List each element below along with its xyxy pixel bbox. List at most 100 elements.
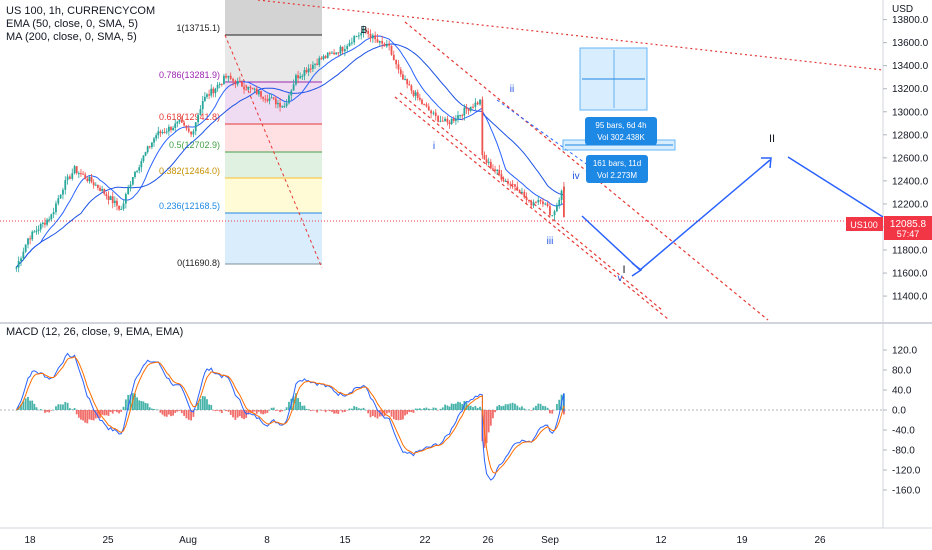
candle-body bbox=[390, 45, 393, 55]
fib-trend-line bbox=[224, 34, 323, 269]
macd-histogram-bar bbox=[220, 410, 223, 414]
macd-histogram-bar bbox=[146, 403, 149, 410]
candle-body bbox=[487, 161, 490, 163]
macd-histogram-bar bbox=[509, 403, 512, 410]
macd-legend[interactable]: MACD (12, 26, close, 9, EMA, EMA) bbox=[6, 326, 184, 338]
macd-histogram-bar bbox=[75, 410, 78, 415]
macd-histogram-bar bbox=[109, 410, 112, 412]
fib-retracement[interactable]: 1(13715.1) 0.786(13281.9) 0.618(12941.8)… bbox=[159, 0, 323, 269]
macd-histogram-bar bbox=[86, 410, 89, 424]
candle-body bbox=[337, 52, 340, 54]
macd-histogram-bar bbox=[546, 407, 549, 410]
candle-body bbox=[290, 90, 293, 96]
macd-histogram-bar bbox=[558, 399, 561, 410]
candle-body bbox=[414, 92, 417, 96]
candle-body bbox=[163, 132, 166, 134]
macd-histogram-bar bbox=[514, 403, 516, 410]
candle-body bbox=[94, 184, 97, 186]
macd-histogram-bar bbox=[142, 401, 145, 410]
candle-body bbox=[518, 189, 521, 194]
macd-histogram-bar bbox=[518, 407, 521, 410]
candle-body bbox=[437, 115, 439, 122]
macd-indicator[interactable] bbox=[0, 352, 883, 481]
candle-body bbox=[214, 88, 217, 94]
macd-histogram-bar bbox=[492, 410, 494, 419]
macd-axis[interactable]: 120.0 80.0 40.0 0.0 -40.0 -80.0 -120.0 -160.0 bbox=[883, 346, 921, 497]
measure-tools[interactable]: 95 bars, 6d 4h Vol 302.438K 161 bars, 11… bbox=[562, 47, 676, 183]
macd-histogram-bar bbox=[425, 407, 428, 410]
ma-legend[interactable]: MA (200, close, 0, SMA, 5) bbox=[6, 31, 137, 43]
candle-body bbox=[270, 97, 273, 99]
macd-histogram-bar bbox=[247, 410, 250, 415]
macd-histogram-bar bbox=[165, 410, 168, 417]
macd-histogram-bar bbox=[127, 394, 130, 410]
macd-histogram-bar bbox=[180, 410, 183, 414]
candle-body bbox=[496, 169, 499, 171]
macd-histogram-bar bbox=[360, 408, 363, 410]
macd-histogram-bar bbox=[39, 409, 42, 410]
macd-histogram-bar bbox=[542, 405, 544, 410]
candle-body bbox=[441, 120, 444, 122]
macd-pane[interactable] bbox=[0, 324, 883, 528]
symbol-legend[interactable]: US 100, 1h, CURRENCYCOM bbox=[6, 5, 156, 17]
price-pane[interactable] bbox=[0, 0, 883, 322]
macd-histogram-bar bbox=[314, 410, 316, 411]
macd-histogram-bar bbox=[444, 404, 446, 410]
candle-body bbox=[395, 59, 398, 65]
macd-histogram-bar bbox=[124, 399, 127, 410]
fib-label-1: 1(13715.1) bbox=[176, 23, 220, 33]
candle-body bbox=[103, 188, 106, 194]
candles[interactable] bbox=[15, 25, 565, 273]
ema-legend[interactable]: EMA (50, close, 0, SMA, 5) bbox=[6, 18, 139, 30]
candle-body bbox=[343, 49, 346, 52]
macd-histogram-bar bbox=[77, 410, 80, 418]
macd-histogram-bar bbox=[118, 410, 120, 414]
macd-histogram-bar bbox=[331, 410, 333, 412]
candle-body bbox=[236, 80, 239, 85]
macd-histogram-bar bbox=[59, 404, 62, 410]
projection-arrow-head-1 bbox=[761, 157, 772, 169]
candle-body bbox=[474, 102, 477, 108]
candle-body bbox=[549, 206, 551, 216]
macd-histogram-bar bbox=[469, 405, 472, 410]
candle-body bbox=[245, 89, 248, 91]
macd-histogram-bar bbox=[376, 410, 379, 419]
candle-body bbox=[27, 238, 29, 245]
macd-histogram-bar bbox=[227, 410, 230, 412]
macd-histogram-bar bbox=[52, 409, 55, 411]
candle-body bbox=[399, 69, 402, 75]
macd-histogram-bar bbox=[172, 410, 174, 416]
measure-tooltip-1 bbox=[585, 117, 657, 145]
candle-body bbox=[502, 179, 505, 182]
time-axis[interactable]: 18 25 Aug 8 15 22 26 Sep 12 19 26 bbox=[24, 535, 826, 546]
last-price-value: 12085.8 bbox=[890, 219, 927, 230]
candle-body bbox=[320, 58, 323, 60]
candle-body bbox=[69, 176, 71, 179]
macd-histogram-bar bbox=[253, 410, 256, 412]
candle-body bbox=[17, 261, 20, 268]
candle-body bbox=[172, 128, 174, 131]
candle-body bbox=[44, 222, 46, 225]
macd-histogram-bar bbox=[232, 410, 234, 418]
macd-histogram-bar bbox=[322, 410, 325, 411]
candle-body bbox=[367, 30, 370, 34]
macd-histogram-bar bbox=[402, 410, 404, 420]
price-axis[interactable]: USD 13800.0 13600.0 13400.0 13200.0 13000.0 1… bbox=[883, 4, 929, 303]
candle-body bbox=[485, 159, 488, 163]
candle-body bbox=[532, 202, 535, 206]
macd-histogram-bar bbox=[37, 409, 40, 411]
candle-body bbox=[264, 98, 267, 100]
candle-body bbox=[339, 46, 342, 54]
candle-body bbox=[208, 94, 211, 96]
wave-projection[interactable] bbox=[581, 156, 884, 277]
candle-body bbox=[406, 79, 409, 85]
fib-label-0236: 0.236(12168.5) bbox=[159, 201, 220, 211]
candle-body bbox=[346, 45, 349, 50]
macd-histogram-bar bbox=[167, 410, 170, 415]
macd-histogram-bar bbox=[212, 410, 215, 411]
candle-body bbox=[255, 88, 258, 95]
candle-body bbox=[560, 190, 563, 201]
macd-histogram-bar bbox=[55, 406, 57, 410]
fib-label-0: 0(11690.8) bbox=[177, 258, 220, 268]
